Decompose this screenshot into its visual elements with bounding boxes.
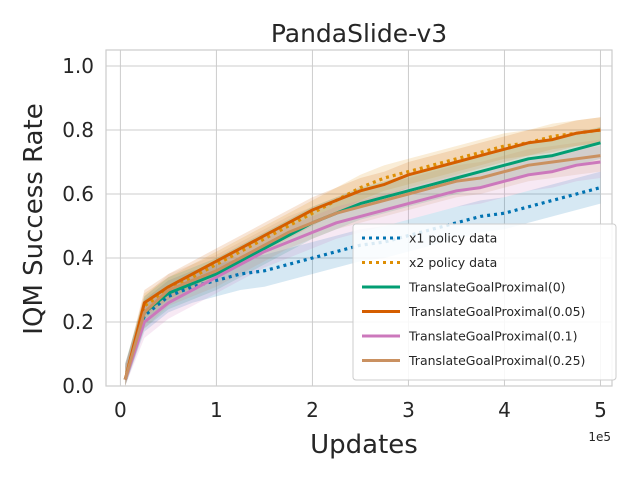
x-offset-label: 1e5 xyxy=(588,430,611,444)
y-tick-labels: 0.0 0.2 0.4 0.6 0.8 1.0 xyxy=(62,54,94,398)
plot-frame xyxy=(105,49,613,387)
grid xyxy=(106,50,612,387)
line-translategoalproximal-0 xyxy=(123,141,601,381)
y-tick-label: 1.0 xyxy=(62,54,94,78)
line-x2-policy-data xyxy=(123,128,601,381)
x-tick-label: 3 xyxy=(402,398,415,422)
legend-box xyxy=(352,223,617,381)
line-translategoalproximal-0-25 xyxy=(123,154,601,381)
chart-title: PandaSlide-v3 xyxy=(271,19,447,48)
y-tick-label: 0.6 xyxy=(62,182,94,206)
legend-label: TranslateGoalProximal(0.1) xyxy=(408,329,577,344)
x-tick-labels: 0 1 2 3 4 5 xyxy=(114,398,607,422)
y-tick-label: 0.8 xyxy=(62,118,94,142)
y-tick-label: 0.2 xyxy=(62,310,94,334)
legend: x1 policy data x2 policy data TranslateGoa… xyxy=(352,223,617,381)
line-translategoalproximal-0-1 xyxy=(123,160,601,381)
band-translategoalproximal-0 xyxy=(125,126,601,387)
legend-label: TranslateGoalProximal(0.25) xyxy=(408,353,585,368)
x-tick-label: 5 xyxy=(594,398,607,422)
y-tick-label: 0.0 xyxy=(62,374,94,398)
legend-label: x1 policy data xyxy=(409,231,497,246)
legend-label: x2 policy data xyxy=(409,255,497,270)
x-axis-label: Updates xyxy=(310,430,418,460)
legend-label: TranslateGoalProximal(0.05) xyxy=(408,304,585,319)
line-translategoalproximal-0-05 xyxy=(123,128,601,380)
x-tick-label: 2 xyxy=(306,398,319,422)
y-axis-label: IQM Success Rate xyxy=(19,103,49,334)
y-tick-label: 0.4 xyxy=(62,246,94,270)
x-tick-label: 1 xyxy=(210,398,223,422)
x-tick-label: 0 xyxy=(114,398,127,422)
band-x2-policy-data xyxy=(125,117,601,386)
band-translategoalproximal-0-05 xyxy=(125,117,601,386)
x-tick-label: 4 xyxy=(498,398,511,422)
legend-label: TranslateGoalProximal(0) xyxy=(408,280,566,295)
